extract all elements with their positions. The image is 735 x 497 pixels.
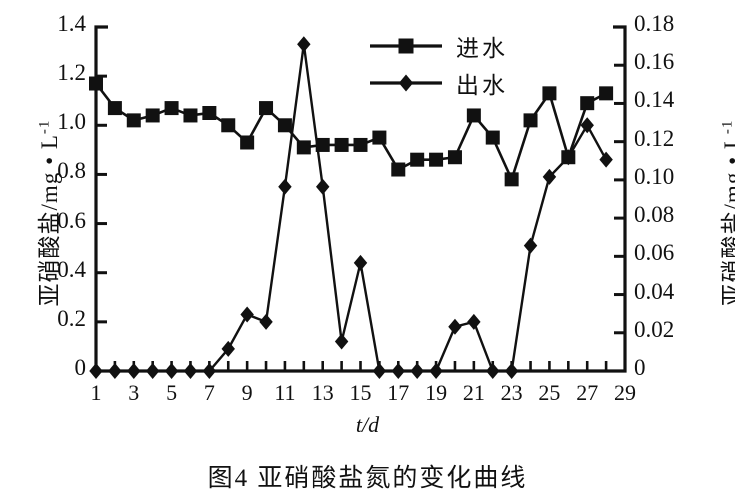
- data-point-square: [221, 118, 236, 133]
- data-point-square: [89, 76, 103, 91]
- data-point-diamond: [278, 178, 292, 195]
- data-point-diamond: [145, 363, 160, 379]
- data-point-square: [398, 38, 414, 54]
- y-tick-label-right: 0.14: [634, 87, 675, 113]
- y-tick-label-right: 0.08: [634, 202, 675, 228]
- y-tick-label-left: 0.4: [57, 256, 86, 282]
- data-point-square: [296, 140, 311, 155]
- y-tick-label-left: 0.8: [57, 158, 86, 184]
- legend-label-0: 进水: [456, 36, 508, 61]
- data-point-diamond: [410, 363, 424, 379]
- y-tick-label-left: 0: [74, 355, 87, 380]
- data-point-diamond: [89, 363, 103, 379]
- y-tick-label-left: 1.4: [57, 11, 86, 36]
- data-point-square: [485, 130, 500, 145]
- x-tick-label: 25: [538, 380, 561, 405]
- data-point-square: [107, 101, 122, 116]
- data-point-square: [466, 108, 481, 123]
- data-point-square: [259, 101, 274, 116]
- data-point-diamond: [127, 363, 141, 379]
- y-tick-label-right: 0.06: [634, 240, 675, 266]
- x-tick-label: 9: [241, 380, 253, 405]
- data-point-diamond: [297, 36, 311, 53]
- x-tick-label: 17: [387, 380, 410, 405]
- y-tick-label-right: 0.10: [634, 163, 675, 189]
- y-tick-label-right: 0.04: [634, 278, 675, 304]
- data-point-square: [353, 137, 368, 152]
- data-point-square: [240, 135, 255, 150]
- data-point-diamond: [398, 74, 414, 92]
- y-tick-label-left: 1.0: [57, 109, 86, 135]
- data-point-diamond: [372, 363, 387, 379]
- data-point-diamond: [183, 363, 198, 379]
- y-tick-label-left: 0.2: [57, 305, 86, 331]
- x-tick-label: 19: [425, 380, 448, 405]
- y-tick-label-left: 1.2: [57, 60, 86, 86]
- data-point-square: [504, 172, 519, 187]
- data-point-square: [315, 137, 330, 152]
- y-tick-label-right: 0: [634, 355, 646, 380]
- data-point-diamond: [221, 340, 235, 357]
- data-point-square: [183, 108, 198, 123]
- y-tick-label-left: 0.6: [57, 207, 86, 233]
- y-tick-label-right: 0.16: [634, 49, 675, 75]
- data-point-square: [334, 137, 349, 152]
- data-point-diamond: [523, 237, 538, 254]
- data-point-diamond: [353, 254, 368, 271]
- data-point-square: [126, 113, 141, 128]
- x-tick-label: 15: [349, 380, 372, 405]
- data-point-square: [542, 86, 557, 101]
- x-tick-label: 5: [166, 380, 178, 405]
- x-tick-label: 3: [128, 380, 140, 405]
- data-point-diamond: [561, 149, 576, 166]
- x-tick-label: 29: [614, 380, 636, 405]
- data-point-square: [202, 106, 217, 120]
- data-point-diamond: [486, 363, 500, 379]
- data-point-square: [447, 150, 462, 165]
- data-point-diamond: [542, 168, 557, 185]
- data-point-diamond: [580, 117, 594, 134]
- x-tick-label: 21: [462, 380, 485, 405]
- data-point-square: [372, 130, 387, 145]
- axis-frame: [94, 25, 627, 373]
- data-point-diamond: [334, 333, 349, 350]
- data-point-square: [523, 113, 538, 128]
- data-point-diamond: [202, 363, 217, 379]
- data-point-diamond: [315, 178, 330, 195]
- legend-label-1: 出水: [456, 73, 508, 98]
- x-tick-label: 7: [203, 380, 215, 405]
- x-tick-label: 23: [500, 380, 523, 405]
- data-point-square: [580, 96, 595, 111]
- data-point-square: [277, 118, 292, 133]
- data-point-diamond: [259, 313, 273, 330]
- data-point-diamond: [429, 363, 443, 379]
- x-tick-label: 1: [90, 380, 102, 405]
- data-point-square: [410, 152, 425, 167]
- x-tick-label: 27: [576, 380, 599, 405]
- data-point-diamond: [448, 318, 462, 335]
- data-point-diamond: [164, 363, 179, 379]
- x-tick-label: 11: [274, 380, 296, 405]
- data-point-square: [599, 86, 614, 101]
- x-tick-label: 13: [311, 380, 334, 405]
- data-point-diamond: [467, 313, 481, 330]
- data-point-diamond: [108, 363, 122, 379]
- data-point-square: [429, 152, 444, 167]
- data-point-square: [391, 162, 406, 177]
- x-axis-title: t/d: [355, 412, 380, 437]
- data-point-diamond: [599, 151, 613, 168]
- y-tick-label-right: 0.12: [634, 125, 675, 151]
- data-point-diamond: [240, 306, 254, 323]
- data-point-square: [164, 101, 179, 116]
- y-tick-label-right: 0.02: [634, 316, 675, 342]
- data-point-square: [145, 108, 160, 123]
- series-line-influent: [94, 82, 607, 183]
- figure-caption: 图4 亚硝酸盐氮的变化曲线: [207, 465, 528, 492]
- series-line-effluent: [96, 44, 608, 373]
- data-point-diamond: [391, 363, 406, 379]
- data-point-diamond: [504, 363, 519, 379]
- y-tick-label-right: 0.18: [634, 11, 675, 36]
